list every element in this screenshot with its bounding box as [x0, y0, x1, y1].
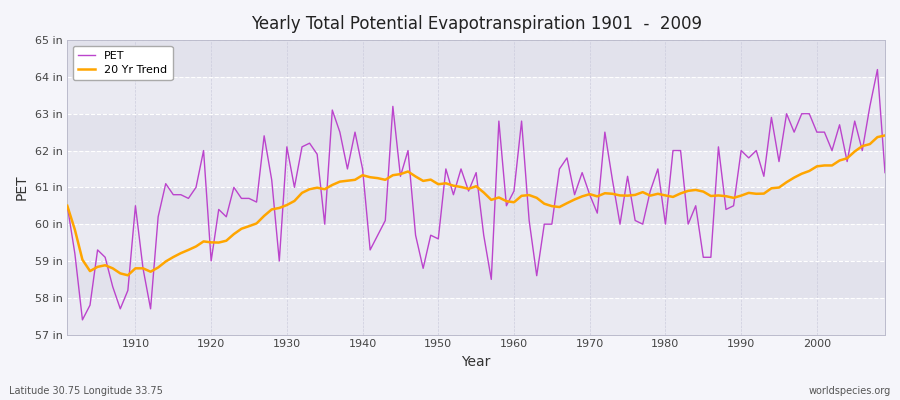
Y-axis label: PET: PET [15, 174, 29, 200]
X-axis label: Year: Year [462, 355, 490, 369]
Text: worldspecies.org: worldspecies.org [809, 386, 891, 396]
Legend: PET, 20 Yr Trend: PET, 20 Yr Trend [73, 46, 173, 80]
Bar [68, 187, 885, 224]
PET [297, 144, 308, 149]
20 Yr Trend [297, 190, 308, 195]
Line: 20 Yr Trend: 20 Yr Trend [68, 136, 885, 275]
PET [77, 318, 88, 322]
Title: Yearly Total Potential Evapotranspiration 1901  -  2009: Yearly Total Potential Evapotranspiratio… [250, 15, 702, 33]
Bar [68, 261, 885, 298]
PET [607, 178, 617, 182]
Line: PET: PET [68, 70, 885, 320]
Text: Latitude 30.75 Longitude 33.75: Latitude 30.75 Longitude 33.75 [9, 386, 163, 396]
Bar [68, 77, 885, 114]
PET [872, 67, 883, 72]
PET [130, 203, 140, 208]
PET [62, 203, 73, 208]
Bar [68, 40, 885, 77]
20 Yr Trend [508, 200, 519, 205]
20 Yr Trend [342, 178, 353, 183]
20 Yr Trend [130, 266, 140, 271]
Bar [68, 224, 885, 261]
PET [517, 119, 527, 124]
Bar [68, 150, 885, 187]
PET [508, 189, 519, 194]
PET [879, 170, 890, 175]
20 Yr Trend [879, 133, 890, 138]
20 Yr Trend [62, 203, 73, 208]
20 Yr Trend [607, 191, 617, 196]
PET [342, 166, 353, 171]
20 Yr Trend [122, 273, 133, 278]
Bar [68, 298, 885, 334]
20 Yr Trend [517, 194, 527, 198]
Bar [68, 114, 885, 150]
